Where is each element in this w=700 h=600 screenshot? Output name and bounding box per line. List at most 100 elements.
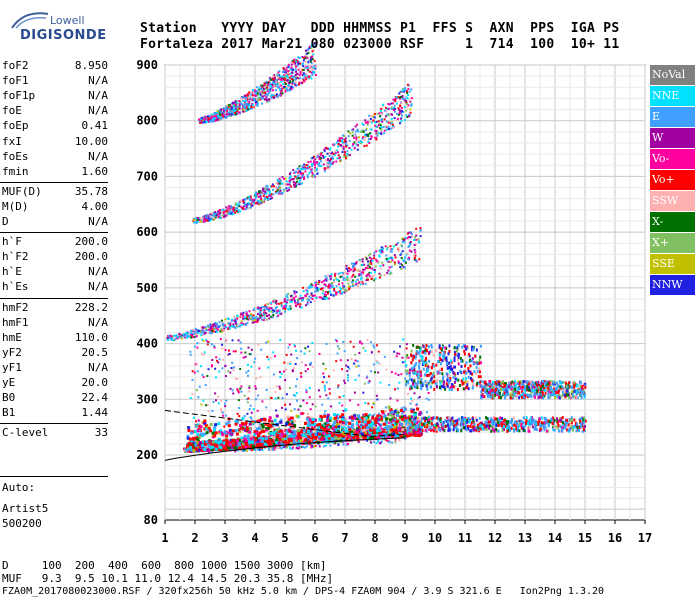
echo-point bbox=[386, 271, 389, 274]
echo-point bbox=[294, 69, 297, 72]
echo-point bbox=[314, 166, 317, 169]
echo-point bbox=[202, 119, 205, 122]
echo-point bbox=[251, 96, 254, 99]
echo-point bbox=[407, 104, 410, 107]
echo-point bbox=[306, 56, 309, 59]
echo-point bbox=[293, 299, 296, 302]
echo-point bbox=[318, 162, 321, 165]
echo-point bbox=[339, 415, 343, 419]
echo-point bbox=[292, 60, 295, 63]
echo-point bbox=[218, 116, 221, 119]
echo-point bbox=[288, 76, 291, 79]
echo-point bbox=[372, 118, 375, 121]
echo-point bbox=[306, 300, 309, 303]
echo-point bbox=[324, 290, 327, 293]
echo-point bbox=[416, 427, 420, 431]
echo-point bbox=[390, 127, 393, 130]
echo-point bbox=[399, 90, 402, 93]
echo-point bbox=[340, 275, 343, 278]
echo-point bbox=[236, 112, 239, 115]
echo-point bbox=[357, 441, 360, 444]
echo-point bbox=[383, 129, 386, 132]
echo-point bbox=[349, 132, 352, 135]
echo-point bbox=[279, 92, 282, 95]
echo-point bbox=[332, 413, 336, 417]
echo-point bbox=[295, 176, 298, 179]
echo-point bbox=[202, 215, 205, 218]
echo-point bbox=[188, 331, 191, 334]
echo-point bbox=[172, 337, 175, 340]
echo-point bbox=[342, 144, 345, 147]
echo-point bbox=[373, 271, 376, 274]
echo-point bbox=[229, 111, 232, 114]
echo-point bbox=[299, 70, 302, 73]
echo-point bbox=[241, 98, 244, 101]
echo-point bbox=[222, 109, 225, 112]
echo-point bbox=[268, 192, 271, 195]
echo-point bbox=[345, 145, 348, 148]
echo-point bbox=[325, 444, 328, 447]
echo-point bbox=[272, 75, 275, 78]
echo-point bbox=[223, 327, 226, 330]
echo-point bbox=[248, 314, 251, 317]
echo-point bbox=[283, 87, 286, 90]
echo-point bbox=[201, 333, 204, 336]
echo-point bbox=[298, 297, 301, 300]
echo-point bbox=[291, 447, 294, 450]
echo-point bbox=[311, 58, 314, 61]
echo-point bbox=[382, 412, 385, 415]
echo-point bbox=[337, 278, 340, 281]
echo-point bbox=[269, 197, 272, 200]
echo-point bbox=[257, 318, 260, 321]
echo-point bbox=[329, 444, 332, 447]
echo-point bbox=[250, 105, 253, 108]
echo-point bbox=[347, 135, 350, 138]
echo-point bbox=[236, 324, 239, 327]
echo-point bbox=[406, 90, 409, 93]
echo-point bbox=[297, 174, 300, 177]
echo-point bbox=[401, 264, 404, 267]
echo-point bbox=[380, 107, 383, 110]
echo-point bbox=[371, 267, 374, 270]
echo-point bbox=[268, 301, 271, 304]
echo-point bbox=[326, 147, 329, 150]
echo-point bbox=[372, 115, 375, 118]
echo-point bbox=[334, 151, 337, 154]
echo-point bbox=[282, 75, 285, 78]
echo-point bbox=[292, 183, 295, 186]
echo-point bbox=[285, 180, 288, 183]
echo-point bbox=[333, 143, 336, 146]
echo-point bbox=[297, 167, 300, 170]
echo-point bbox=[262, 97, 265, 100]
echo-point bbox=[310, 292, 313, 295]
echo-point bbox=[267, 447, 270, 450]
echo-point bbox=[214, 322, 217, 325]
echo-point bbox=[219, 330, 222, 333]
echo-point bbox=[392, 98, 395, 101]
echo-point bbox=[305, 445, 308, 448]
echo-point bbox=[215, 111, 218, 114]
echo-point bbox=[254, 310, 257, 313]
echo-point bbox=[248, 448, 251, 451]
echo-point bbox=[226, 208, 229, 211]
echo-point bbox=[315, 288, 318, 291]
echo-point bbox=[354, 125, 357, 128]
echo-point bbox=[267, 83, 270, 86]
echo-point bbox=[238, 104, 241, 107]
echo-point bbox=[405, 96, 408, 99]
echo-point bbox=[276, 190, 279, 193]
echo-point bbox=[178, 336, 181, 339]
echo-point bbox=[308, 67, 311, 70]
echo-point bbox=[306, 426, 310, 430]
x-tick-label: 4 bbox=[251, 531, 258, 545]
echo-point bbox=[178, 332, 181, 335]
echo-point bbox=[368, 138, 371, 141]
echo-point bbox=[313, 425, 316, 428]
echo-point bbox=[254, 94, 257, 97]
echo-point bbox=[402, 89, 405, 92]
echo-point bbox=[351, 283, 354, 286]
echo-point bbox=[232, 325, 235, 328]
echo-point bbox=[295, 67, 298, 70]
echo-point bbox=[243, 203, 246, 206]
echo-point bbox=[278, 310, 281, 313]
